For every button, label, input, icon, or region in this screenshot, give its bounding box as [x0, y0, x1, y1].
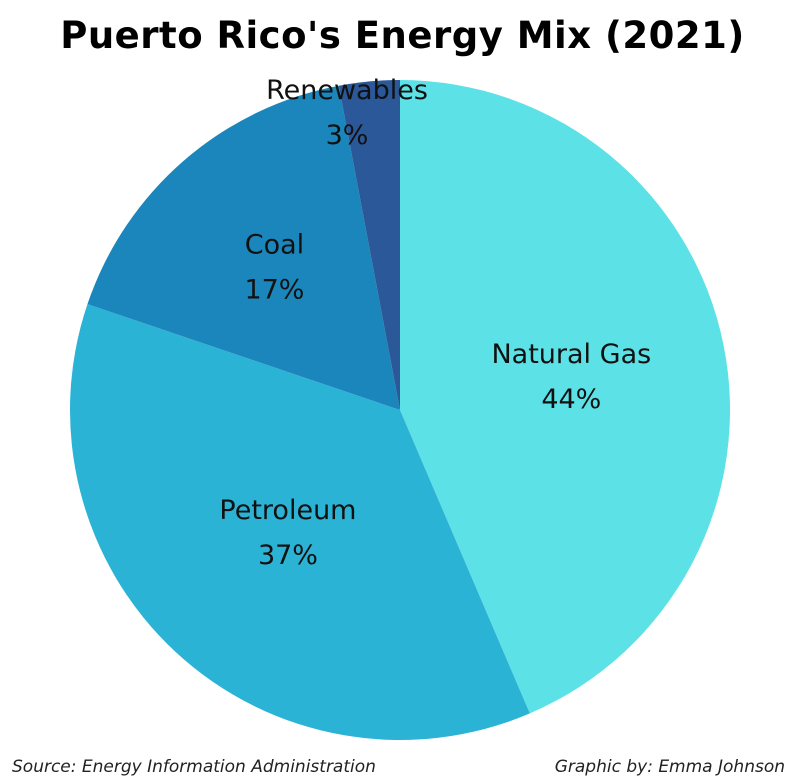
slice-percentage: 3% — [326, 120, 369, 151]
pie-slices — [70, 80, 730, 740]
source-note: Source: Energy Information Administratio… — [12, 757, 376, 777]
slice-label: Coal — [245, 230, 304, 261]
slice-percentage: 44% — [541, 384, 601, 415]
slice-label: Renewables — [266, 75, 428, 106]
pie-slice-renewables — [338, 80, 400, 410]
slice-percentage: 17% — [244, 275, 304, 306]
graphic-credit: Graphic by: Emma Johnson — [554, 757, 785, 777]
chart-title: Puerto Rico's Energy Mix (2021) — [60, 14, 745, 57]
pie-slice-natural-gas — [400, 80, 730, 714]
slice-percentage: 37% — [258, 540, 318, 571]
pie-slice-petroleum — [70, 304, 530, 740]
pie-slice-coal — [87, 85, 400, 410]
slice-label: Petroleum — [219, 495, 356, 526]
pie-labels: Natural Gas 44% Petroleum 37% Coal 17% Renewab… — [219, 75, 651, 571]
slice-label: Natural Gas — [491, 339, 651, 370]
